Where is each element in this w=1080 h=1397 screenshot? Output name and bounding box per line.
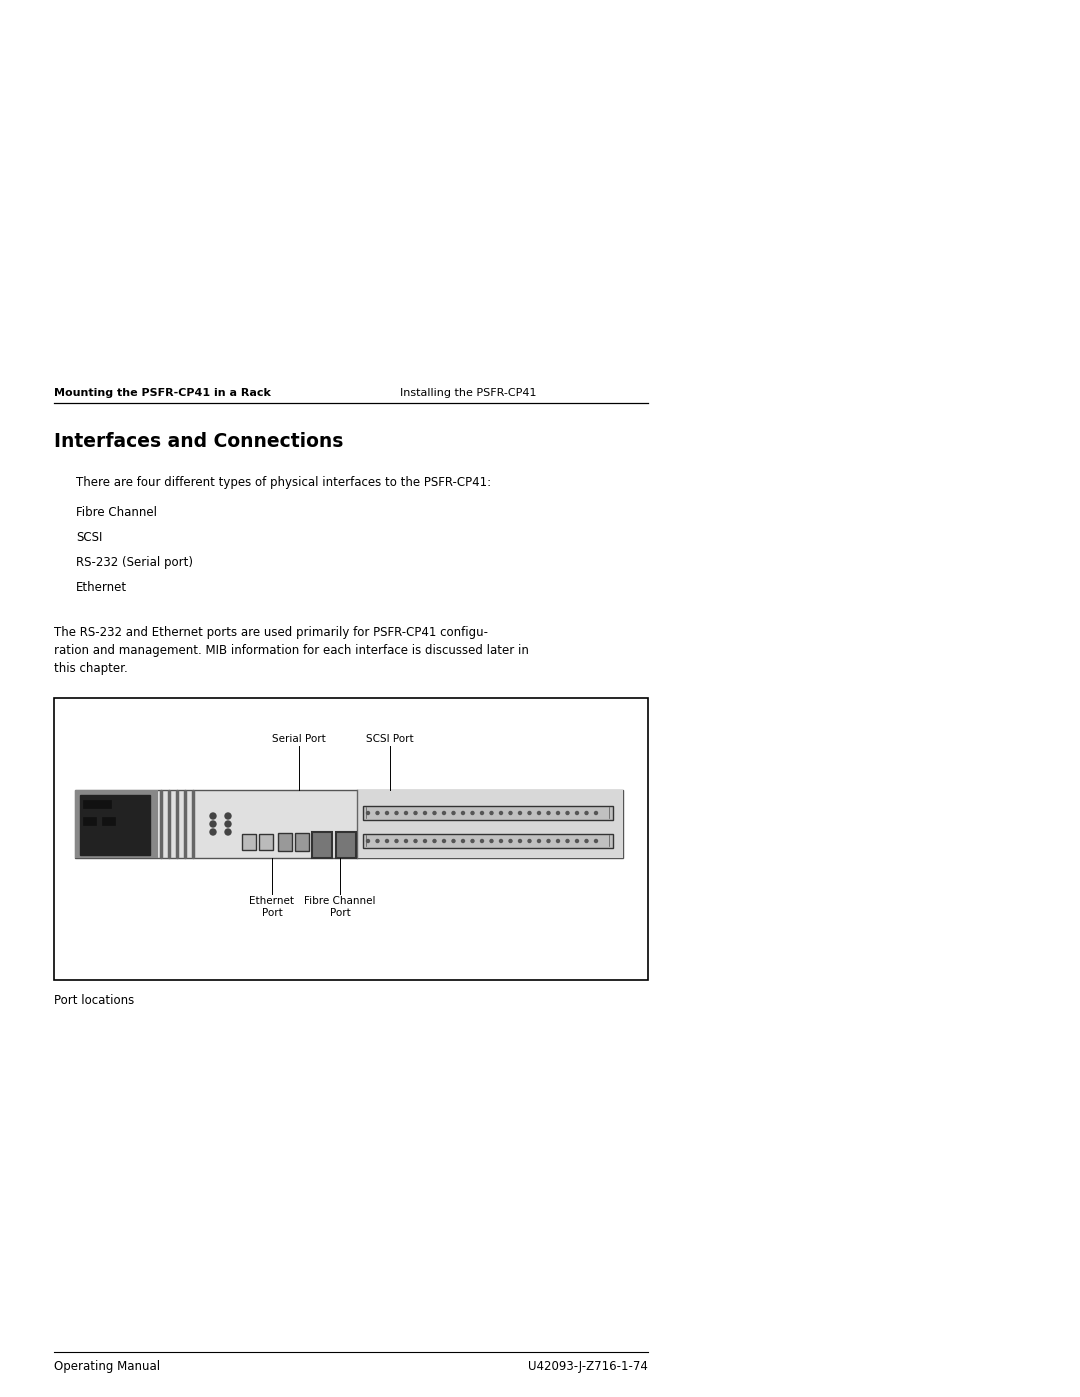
Circle shape	[225, 828, 231, 835]
Bar	[83, 800, 111, 807]
Bar	[278, 833, 292, 851]
Circle shape	[509, 840, 512, 842]
Bar	[336, 833, 356, 858]
Circle shape	[405, 840, 407, 842]
Circle shape	[423, 840, 427, 842]
Circle shape	[414, 812, 417, 814]
Circle shape	[546, 840, 550, 842]
Circle shape	[453, 812, 455, 814]
Text: U42093-J-Z716-1-74: U42093-J-Z716-1-74	[528, 1361, 648, 1373]
Circle shape	[210, 813, 216, 819]
Text: Fibre Channel
Port: Fibre Channel Port	[305, 895, 376, 918]
Circle shape	[423, 812, 427, 814]
Bar	[75, 789, 158, 858]
Text: Interfaces and Connections: Interfaces and Connections	[54, 432, 343, 451]
Text: Mounting the PSFR-CP41 in a Rack: Mounting the PSFR-CP41 in a Rack	[54, 388, 271, 398]
Circle shape	[528, 812, 531, 814]
Text: RS-232 (Serial port): RS-232 (Serial port)	[76, 556, 193, 569]
Text: this chapter.: this chapter.	[54, 662, 127, 675]
Text: Fibre Channel: Fibre Channel	[76, 506, 157, 520]
Circle shape	[518, 840, 522, 842]
Bar	[312, 833, 332, 858]
Circle shape	[471, 840, 474, 842]
Bar	[363, 806, 613, 820]
Circle shape	[225, 821, 231, 827]
Circle shape	[556, 840, 559, 842]
Circle shape	[499, 840, 502, 842]
Bar	[295, 833, 309, 851]
Bar	[242, 834, 256, 849]
Text: SCSI Port: SCSI Port	[366, 733, 414, 745]
Text: Port locations: Port locations	[54, 995, 134, 1007]
Bar	[259, 834, 273, 849]
Text: There are four different types of physical interfaces to the PSFR-CP41:: There are four different types of physic…	[76, 476, 491, 489]
Circle shape	[210, 821, 216, 827]
Circle shape	[538, 840, 540, 842]
Circle shape	[481, 840, 484, 842]
Circle shape	[443, 840, 446, 842]
Circle shape	[499, 812, 502, 814]
Circle shape	[366, 840, 369, 842]
Circle shape	[395, 840, 399, 842]
Text: The RS-232 and Ethernet ports are used primarily for PSFR-CP41 configu-: The RS-232 and Ethernet ports are used p…	[54, 626, 488, 638]
Circle shape	[433, 840, 436, 842]
Bar	[54, 698, 648, 981]
Circle shape	[490, 840, 492, 842]
Circle shape	[376, 812, 379, 814]
Circle shape	[528, 840, 531, 842]
Circle shape	[585, 840, 588, 842]
Circle shape	[490, 812, 492, 814]
Circle shape	[210, 828, 216, 835]
Circle shape	[405, 812, 407, 814]
Circle shape	[471, 812, 474, 814]
Bar	[357, 789, 623, 858]
Text: Installing the PSFR-CP41: Installing the PSFR-CP41	[400, 388, 537, 398]
Circle shape	[576, 840, 579, 842]
Circle shape	[576, 812, 579, 814]
Circle shape	[461, 812, 464, 814]
Circle shape	[366, 812, 369, 814]
Text: SCSI: SCSI	[76, 531, 103, 543]
Text: ration and management. MIB information for each interface is discussed later in: ration and management. MIB information f…	[54, 644, 529, 657]
Bar	[80, 795, 150, 855]
Circle shape	[376, 840, 379, 842]
Circle shape	[518, 812, 522, 814]
Circle shape	[546, 812, 550, 814]
Circle shape	[566, 812, 569, 814]
Text: Serial Port: Serial Port	[272, 733, 326, 745]
Circle shape	[461, 840, 464, 842]
Circle shape	[414, 840, 417, 842]
Circle shape	[395, 812, 399, 814]
Bar	[75, 789, 623, 858]
Circle shape	[556, 812, 559, 814]
Circle shape	[594, 840, 597, 842]
Text: Ethernet: Ethernet	[76, 581, 127, 594]
Circle shape	[453, 840, 455, 842]
Circle shape	[225, 813, 231, 819]
Bar	[83, 817, 96, 826]
Circle shape	[566, 840, 569, 842]
Circle shape	[386, 812, 389, 814]
Circle shape	[433, 812, 436, 814]
Circle shape	[386, 840, 389, 842]
Circle shape	[594, 812, 597, 814]
Bar	[102, 817, 114, 826]
Circle shape	[538, 812, 540, 814]
Circle shape	[509, 812, 512, 814]
Text: Ethernet
Port: Ethernet Port	[249, 895, 295, 918]
Text: Operating Manual: Operating Manual	[54, 1361, 160, 1373]
Circle shape	[481, 812, 484, 814]
Bar	[363, 834, 613, 848]
Circle shape	[585, 812, 588, 814]
Circle shape	[443, 812, 446, 814]
